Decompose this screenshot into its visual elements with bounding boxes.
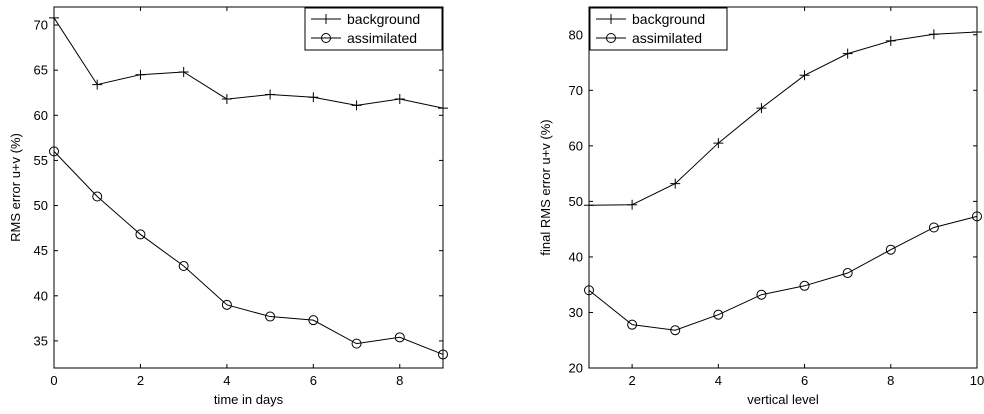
data-point-assimilated [438, 349, 448, 360]
y-tick-label: 65 [34, 63, 48, 78]
data-point-assimilated [351, 338, 362, 349]
data-point-background [928, 29, 939, 40]
data-point-assimilated [178, 261, 189, 272]
data-point-background [885, 35, 896, 46]
x-tick-label: 10 [970, 373, 984, 388]
data-point-assimilated [885, 244, 896, 255]
legend-marker-background [321, 14, 331, 24]
plot-frame [588, 6, 978, 369]
chart-final-rms-error-vs-level: 2 4 6 8 10 20 30 40 50 60 70 80 vertical level final … [538, 6, 984, 407]
data-point-background [670, 178, 681, 189]
legend-label-background: background [347, 11, 420, 27]
x-tick-label: 2 [628, 373, 635, 388]
x-tick-label: 8 [887, 373, 894, 388]
data-point-assimilated [584, 285, 594, 296]
x-axis-label: vertical level [747, 392, 819, 407]
data-point-background [351, 100, 362, 111]
x-tick-label: 4 [223, 373, 230, 388]
legend-marker-background [606, 14, 616, 24]
data-point-background [713, 138, 724, 149]
data-point-background [92, 79, 103, 90]
x-tick-label: 4 [715, 373, 722, 388]
y-tick-label: 20 [569, 361, 583, 376]
data-point-background [265, 89, 276, 100]
y-tick-label: 80 [569, 27, 583, 42]
data-point-assimilated [308, 315, 319, 326]
x-tick-label: 2 [137, 373, 144, 388]
data-point-background [394, 94, 405, 105]
data-point-assimilated [670, 325, 681, 336]
legend-box [304, 7, 443, 51]
x-axis-label: time in days [214, 392, 284, 407]
data-point-background [972, 26, 982, 37]
y-tick-label: 55 [34, 153, 48, 168]
y-tick-label: 45 [34, 243, 48, 258]
data-point-assimilated [972, 211, 982, 222]
y-tick-label: 30 [569, 305, 583, 320]
series-assimilated [584, 211, 982, 336]
y-tick-label: 50 [34, 198, 48, 213]
legend-marker-assimilated [606, 33, 616, 43]
data-point-background [627, 199, 638, 210]
series-line-background [53, 17, 444, 109]
y-tick-label: 40 [34, 288, 48, 303]
data-point-assimilated [221, 299, 232, 310]
data-point-background [756, 103, 767, 114]
data-point-assimilated [713, 309, 724, 320]
y-tick-label: 40 [569, 249, 583, 264]
y-tick-label: 35 [34, 333, 48, 348]
data-point-background [49, 12, 59, 23]
y-tick-label: 70 [569, 83, 583, 98]
data-point-assimilated [135, 229, 146, 240]
data-point-assimilated [799, 280, 810, 291]
data-point-assimilated [265, 311, 276, 322]
y-axis-label: RMS error u+v (%) [8, 133, 23, 242]
y-tick-label: 60 [34, 108, 48, 123]
x-tick-label: 0 [50, 373, 57, 388]
series-background [49, 12, 448, 114]
data-point-assimilated [842, 268, 853, 279]
data-point-assimilated [394, 332, 405, 343]
series-assimilated [49, 146, 448, 360]
series-line-assimilated [53, 151, 444, 355]
y-tick-label: 50 [569, 194, 583, 209]
x-tick-label: 6 [801, 373, 808, 388]
x-tick-label: 6 [310, 373, 317, 388]
data-point-background [799, 70, 810, 81]
data-point-background [438, 103, 448, 114]
legend-box [589, 7, 728, 51]
data-point-background [308, 92, 319, 103]
data-point-background [584, 200, 594, 211]
data-point-background [842, 48, 853, 59]
data-point-assimilated [928, 222, 939, 233]
series-line-assimilated [588, 215, 978, 331]
legend: background assimilated [589, 7, 728, 51]
series-line-background [588, 31, 978, 206]
series-background [584, 26, 982, 211]
y-tick-label: 70 [34, 18, 48, 33]
x-tick-label: 8 [396, 373, 403, 388]
data-point-background [178, 66, 189, 77]
data-point-assimilated [627, 319, 638, 330]
legend: background assimilated [304, 7, 443, 51]
data-point-background [135, 69, 146, 80]
chart-rms-error-vs-time: 0 2 4 6 8 35 40 45 50 55 60 65 70 time in days RMS err… [8, 6, 448, 407]
data-point-assimilated [92, 191, 103, 202]
legend-marker-assimilated [321, 33, 331, 43]
data-point-assimilated [756, 289, 767, 300]
data-point-background [221, 94, 232, 105]
y-axis-label: final RMS error u+v (%) [538, 119, 553, 255]
y-tick-label: 60 [569, 138, 583, 153]
legend-label-assimilated: assimilated [632, 30, 702, 46]
legend-label-assimilated: assimilated [347, 30, 417, 46]
data-point-assimilated [49, 146, 59, 157]
legend-label-background: background [632, 11, 705, 27]
plot-frame [53, 6, 444, 369]
